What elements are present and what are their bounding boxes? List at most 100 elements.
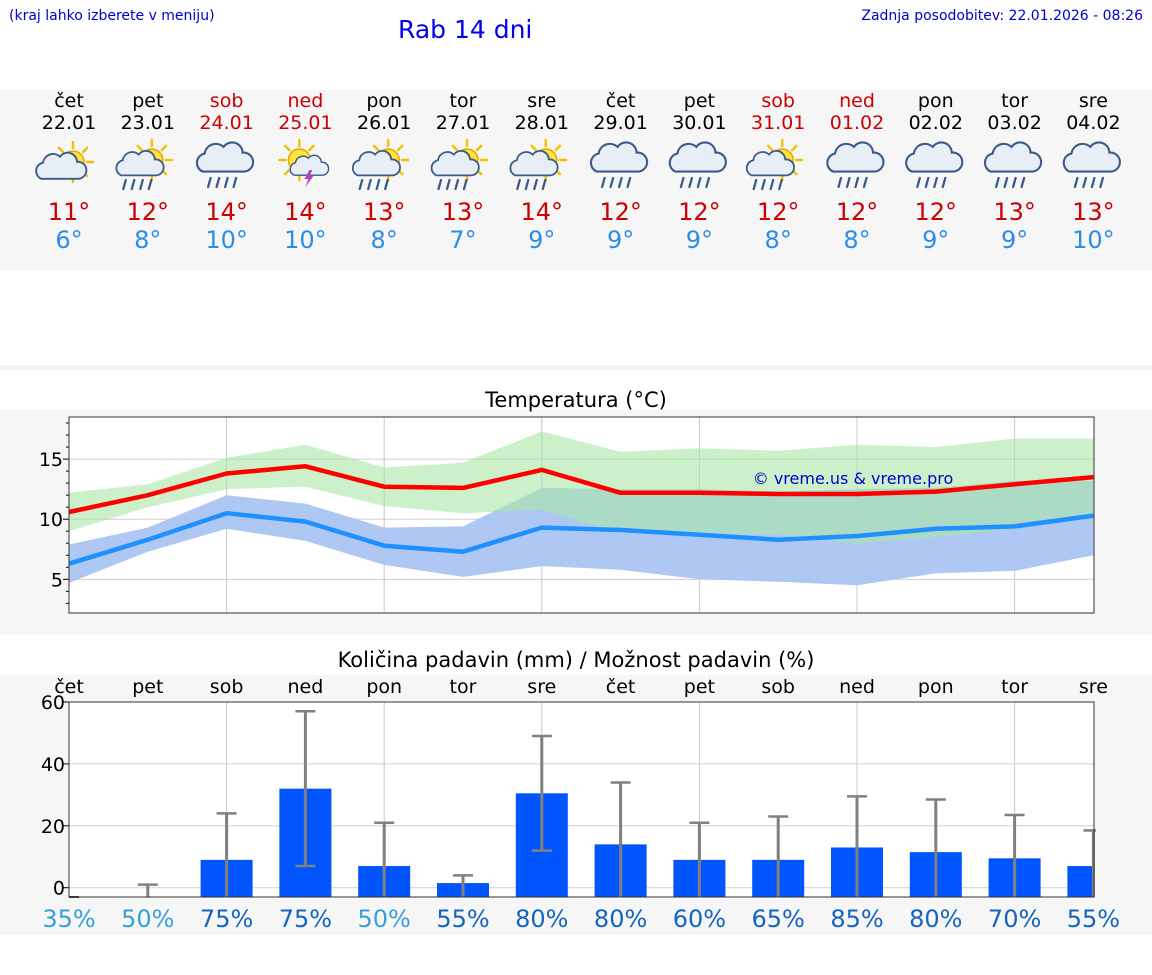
- rain-drop: [696, 176, 702, 189]
- cloud-shape: [589, 141, 649, 173]
- rain-drop: [916, 176, 921, 189]
- min-temperature-line: [68, 510, 1094, 566]
- forecast-max-temp: 11°: [48, 198, 91, 226]
- rain-drop: [600, 176, 606, 189]
- rain-drop: [752, 178, 758, 191]
- forecast-max-temp: 13°: [363, 198, 406, 226]
- sun-ray: [530, 144, 538, 152]
- rain-drop: [516, 178, 521, 191]
- rain-drop: [541, 178, 547, 191]
- forecast-min-temp: 8°: [765, 226, 792, 254]
- rain-drops: [916, 176, 947, 189]
- forecast-date: 03.02: [987, 112, 1041, 134]
- precipitation-chance: 85%: [830, 905, 883, 933]
- rain-drop: [862, 176, 868, 189]
- forecast-min-temp: 6°: [55, 226, 82, 254]
- rain-drops: [206, 176, 238, 189]
- precipitation-day-label: ned: [288, 676, 324, 698]
- forecast-date: 30.01: [672, 112, 726, 134]
- sun-ray: [372, 144, 380, 152]
- precipitation-chance: 55%: [1067, 905, 1120, 933]
- sun-ray: [475, 144, 483, 152]
- sun-ray: [284, 168, 291, 176]
- cloud-outline: [668, 141, 727, 173]
- forecast-max-temp: 13°: [993, 198, 1036, 226]
- forecast-day-name: sob: [210, 90, 244, 112]
- rain-drops: [1073, 176, 1105, 189]
- rain-drop: [1073, 176, 1079, 189]
- cloud-shape: [745, 150, 795, 177]
- precipitation-day-label: čet: [606, 676, 636, 698]
- rain-drop: [845, 176, 851, 189]
- rain-drop: [524, 178, 530, 191]
- precipitation-day-label: pet: [132, 676, 163, 698]
- precipitation-day-label: sob: [210, 676, 244, 698]
- rain-drop: [994, 176, 1000, 189]
- rain-drop: [769, 178, 775, 191]
- rain-drop: [609, 176, 615, 189]
- max-temperature-band: [69, 431, 1094, 544]
- rain-drops: [437, 178, 468, 191]
- forecast-max-temp: 14°: [205, 198, 248, 226]
- rain-drop: [147, 178, 153, 191]
- precipitation-day-label: pet: [684, 676, 715, 698]
- forecast-max-temp: 13°: [442, 198, 485, 226]
- precipitation-tick-label: 40: [41, 754, 65, 776]
- rain-drops: [122, 178, 153, 191]
- cloud-shape: [351, 150, 401, 177]
- rain-drop: [617, 176, 623, 189]
- precipitation-chance: 75%: [279, 905, 332, 933]
- temperature-tick-label: 10: [39, 509, 63, 531]
- precipitation-chance: 60%: [673, 905, 726, 933]
- precipitation-day-label: tor: [1001, 676, 1028, 698]
- rain-drop: [384, 178, 389, 191]
- rain-drop: [130, 178, 136, 191]
- forecast-min-temp: 7°: [449, 226, 476, 254]
- forecast-min-temp: 10°: [1072, 226, 1115, 254]
- forecast-day-name: pon: [366, 90, 402, 112]
- forecast-day-name: tor: [450, 90, 477, 112]
- precipitation-plot-frame: [68, 701, 1095, 898]
- precipitation-day-label: pon: [366, 676, 402, 698]
- rain-drop: [837, 176, 843, 189]
- rain-drop: [1090, 176, 1096, 189]
- rain-drop: [705, 176, 711, 189]
- forecast-date: 04.02: [1066, 112, 1120, 134]
- forecast-date: 01.02: [830, 112, 884, 134]
- sun-ray: [554, 144, 562, 152]
- sun-ray: [160, 144, 168, 152]
- precipitation-chance: 35%: [42, 905, 95, 933]
- precipitation-bar: [1067, 866, 1094, 897]
- sun-ray: [136, 144, 144, 152]
- forecast-day-name: pet: [132, 90, 163, 112]
- precipitation-chance: 80%: [515, 905, 568, 933]
- forecast-min-temp: 10°: [284, 226, 327, 254]
- cloud-outline: [115, 150, 165, 177]
- sun-ray: [81, 146, 89, 154]
- rain-drop: [358, 178, 364, 191]
- rain-drop: [626, 176, 632, 189]
- sun-rain-icon: [351, 138, 410, 191]
- forecast-min-temp: 9°: [922, 226, 949, 254]
- rain-drop: [462, 178, 468, 191]
- separator: [0, 365, 1152, 370]
- precipitation-day-label: sob: [761, 676, 795, 698]
- sun-ray: [284, 144, 291, 152]
- forecast-day-name: ned: [288, 90, 324, 112]
- precipitation-chance: 50%: [121, 905, 174, 933]
- sun-ray: [396, 144, 404, 152]
- temperature-chart-title: Temperatura (°C): [485, 388, 667, 412]
- temperature-tick-label: 15: [39, 449, 63, 471]
- rain-drop: [1082, 176, 1088, 189]
- forecast-max-temp: 14°: [284, 198, 327, 226]
- cloud-shape: [1062, 141, 1121, 173]
- forecast-date: 27.01: [436, 112, 490, 134]
- sun-rain-icon: [430, 138, 489, 191]
- forecast-day-name: ned: [839, 90, 875, 112]
- forecast-day-name: sre: [1079, 90, 1108, 112]
- precipitation-chance: 55%: [436, 905, 489, 933]
- forecast-day-name: pet: [684, 90, 715, 112]
- forecast-max-temp: 13°: [1072, 198, 1115, 226]
- cloud-outline: [289, 154, 330, 176]
